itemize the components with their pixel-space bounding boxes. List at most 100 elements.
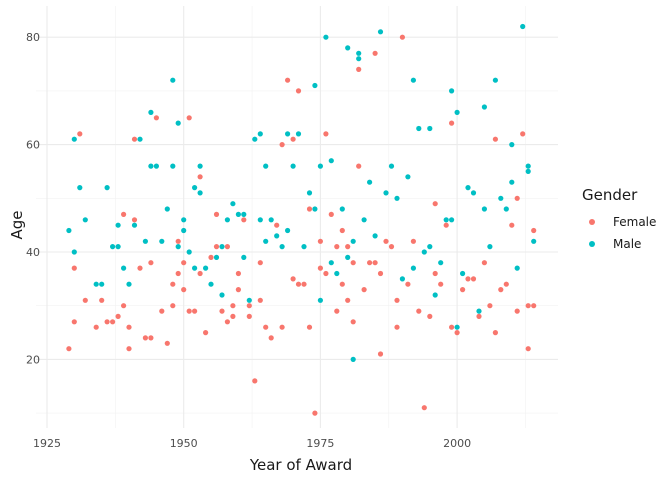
x-tick-label: 1975 [306, 437, 334, 450]
point-female [454, 330, 460, 336]
x-tick-label: 1925 [33, 437, 61, 450]
point-male [285, 131, 291, 137]
point-male [350, 356, 356, 362]
point-female [164, 340, 170, 346]
point-female [356, 163, 362, 169]
point-male [99, 281, 105, 287]
point-female [295, 281, 302, 287]
point-male [531, 238, 537, 244]
point-female [432, 201, 438, 207]
point-male [197, 190, 203, 196]
point-male [148, 163, 154, 169]
point-male [164, 206, 170, 212]
point-male [301, 244, 307, 250]
point-female [181, 287, 187, 293]
point-female [481, 260, 487, 266]
point-female [416, 308, 422, 314]
point-female [268, 335, 274, 341]
point-male [410, 265, 416, 271]
point-female [279, 142, 285, 148]
point-male [93, 281, 99, 287]
point-male [509, 179, 515, 185]
point-female [312, 410, 318, 416]
point-male [525, 163, 531, 169]
y-tick-label: 80 [26, 31, 40, 44]
y-axis-ticks: 20 40 60 80 [26, 31, 40, 366]
point-female [356, 66, 362, 72]
point-male [476, 308, 482, 314]
point-male [356, 56, 362, 62]
point-male [71, 136, 77, 142]
point-female [131, 136, 138, 142]
point-female [219, 308, 225, 314]
point-female [263, 324, 269, 330]
point-female [470, 276, 477, 282]
point-female [383, 238, 389, 244]
point-female [235, 287, 241, 293]
point-male [427, 244, 433, 250]
point-male [82, 217, 88, 223]
point-male [367, 179, 373, 185]
point-male [126, 281, 132, 287]
point-male [328, 260, 334, 266]
point-male [350, 238, 356, 244]
point-male [71, 249, 77, 255]
point-male [306, 190, 313, 196]
point-female [345, 244, 351, 250]
point-female [213, 244, 220, 250]
point-female [257, 297, 263, 303]
y-tick-label: 20 [26, 353, 40, 366]
point-male [257, 217, 263, 223]
point-male [290, 163, 296, 169]
point-male [153, 163, 159, 169]
point-female [192, 308, 198, 314]
point-female [410, 238, 416, 244]
point-male [503, 206, 509, 212]
legend-label-male: Male [613, 237, 641, 251]
point-male [339, 206, 345, 212]
point-female [394, 324, 400, 330]
point-female [449, 120, 455, 126]
legend: Gender Female Male [582, 186, 656, 251]
point-male [465, 185, 471, 191]
x-tick-label: 1950 [170, 437, 198, 450]
point-female [153, 115, 159, 121]
point-male [323, 34, 329, 40]
point-female [142, 335, 148, 341]
point-female [531, 303, 537, 309]
point-male [175, 120, 181, 126]
point-female [492, 136, 498, 142]
point-male [285, 227, 291, 234]
point-female [443, 222, 449, 228]
point-female [159, 308, 165, 314]
y-tick-label: 60 [26, 139, 40, 152]
point-male [427, 125, 433, 132]
point-female [394, 297, 400, 303]
point-male [148, 109, 154, 115]
point-female [115, 313, 121, 319]
point-female [301, 281, 307, 287]
point-female [71, 265, 77, 271]
point-female [514, 195, 520, 201]
point-female [334, 308, 340, 314]
point-female [525, 346, 531, 352]
point-female [290, 136, 296, 142]
point-male [257, 131, 263, 137]
point-male [295, 131, 302, 137]
point-male [460, 270, 466, 277]
point-female [520, 131, 526, 137]
point-female [503, 281, 509, 287]
point-male [334, 270, 340, 277]
legend-label-female: Female [613, 215, 656, 229]
point-male [481, 104, 487, 110]
point-female [405, 281, 411, 287]
y-tick-label: 40 [26, 246, 40, 259]
point-female [449, 324, 455, 330]
point-female [361, 287, 367, 293]
point-male [279, 244, 285, 250]
point-female [170, 281, 176, 287]
point-female [323, 270, 329, 277]
point-female [208, 254, 214, 260]
point-male [268, 217, 274, 223]
